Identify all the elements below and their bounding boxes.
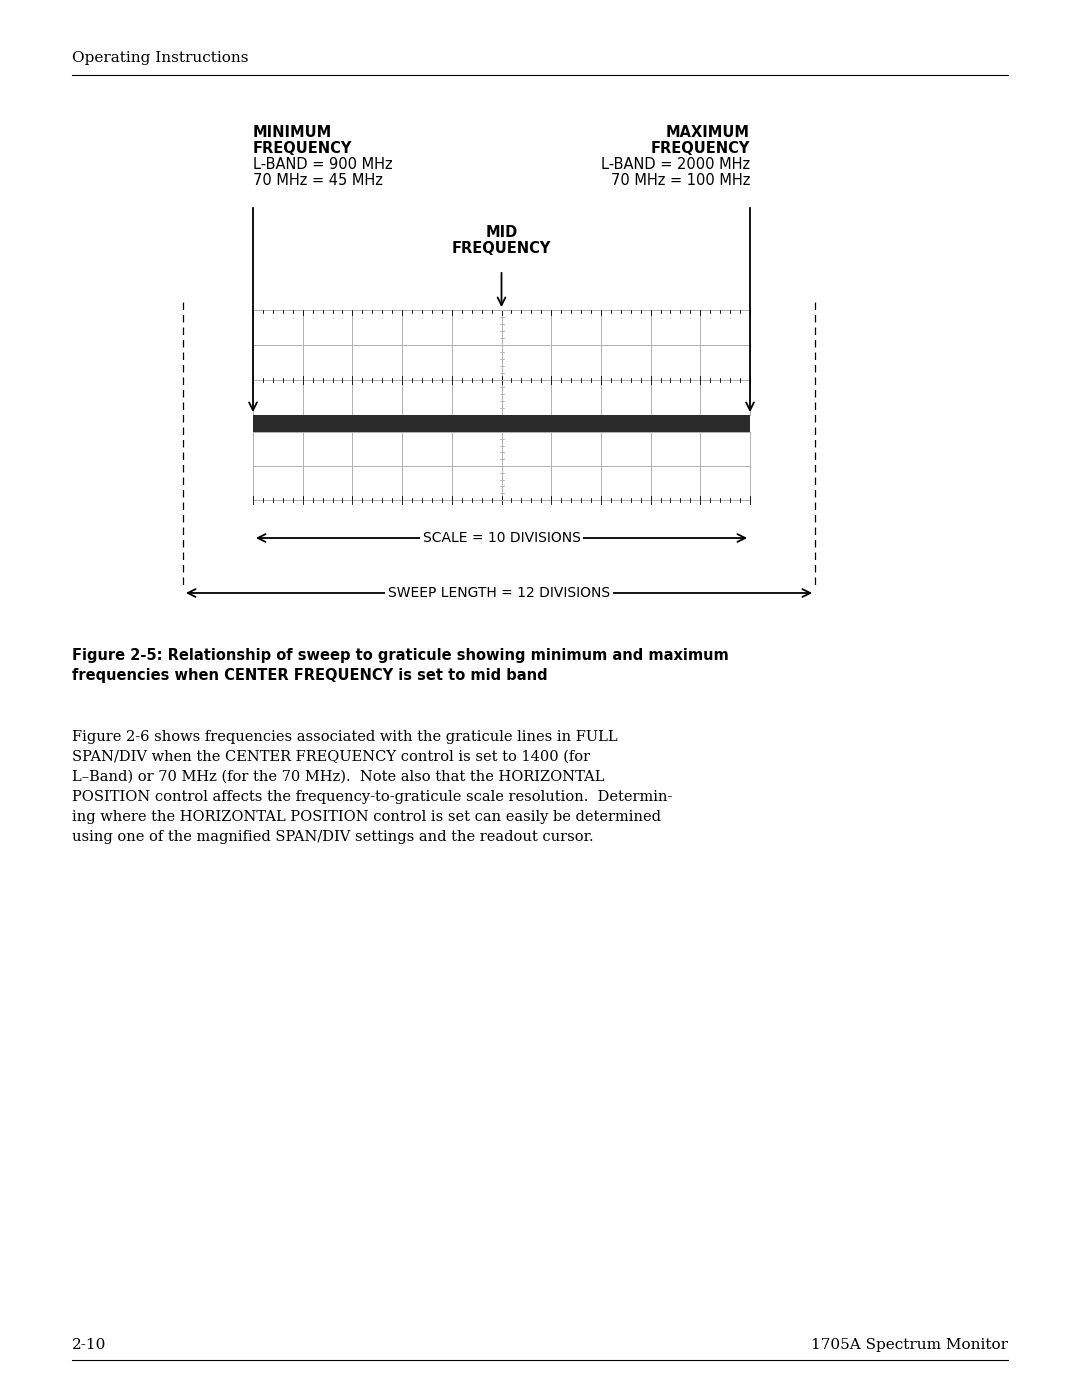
Text: Figure 2-5: Relationship of sweep to graticule showing minimum and maximum
frequ: Figure 2-5: Relationship of sweep to gra… xyxy=(72,648,729,683)
Text: 70 MHz = 45 MHz: 70 MHz = 45 MHz xyxy=(253,173,383,189)
Text: MAXIMUM: MAXIMUM xyxy=(666,124,750,140)
Text: FREQUENCY: FREQUENCY xyxy=(451,242,551,256)
Text: FREQUENCY: FREQUENCY xyxy=(650,141,750,156)
Text: L-BAND = 2000 MHz: L-BAND = 2000 MHz xyxy=(600,156,750,172)
Text: 1705A Spectrum Monitor: 1705A Spectrum Monitor xyxy=(811,1338,1008,1352)
Text: SCALE = 10 DIVISIONS: SCALE = 10 DIVISIONS xyxy=(422,531,580,545)
Text: Operating Instructions: Operating Instructions xyxy=(72,52,248,66)
Text: FREQUENCY: FREQUENCY xyxy=(253,141,352,156)
Bar xyxy=(253,310,750,415)
Text: 2-10: 2-10 xyxy=(72,1338,106,1352)
Text: MID: MID xyxy=(485,225,517,240)
Text: SWEEP LENGTH = 12 DIVISIONS: SWEEP LENGTH = 12 DIVISIONS xyxy=(388,585,610,599)
Bar xyxy=(253,432,750,500)
Text: Figure 2-6 shows frequencies associated with the graticule lines in FULL
SPAN/DI: Figure 2-6 shows frequencies associated … xyxy=(72,731,673,844)
Bar xyxy=(253,415,750,432)
Text: MINIMUM: MINIMUM xyxy=(253,124,333,140)
Text: 70 MHz = 100 MHz: 70 MHz = 100 MHz xyxy=(610,173,750,189)
Text: L-BAND = 900 MHz: L-BAND = 900 MHz xyxy=(253,156,393,172)
